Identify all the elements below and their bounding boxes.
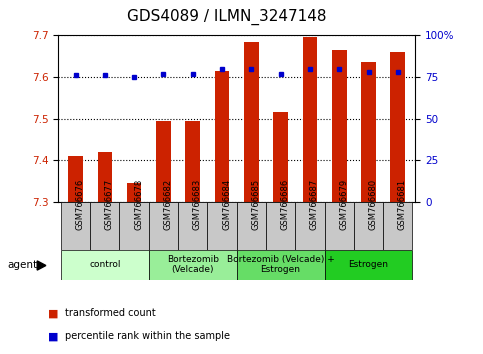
Text: transformed count: transformed count — [65, 308, 156, 318]
Text: GSM766678: GSM766678 — [134, 178, 143, 230]
Text: GSM766680: GSM766680 — [369, 179, 378, 230]
Bar — [61, 250, 149, 280]
Text: GSM766682: GSM766682 — [163, 179, 172, 230]
Bar — [383, 202, 412, 250]
Bar — [237, 202, 266, 250]
Bar — [325, 202, 354, 250]
Bar — [185, 121, 200, 202]
Polygon shape — [37, 261, 46, 270]
Bar — [354, 202, 383, 250]
Bar — [178, 202, 207, 250]
Bar — [215, 71, 229, 202]
Bar — [98, 152, 112, 202]
Bar — [302, 38, 317, 202]
Text: agent: agent — [7, 261, 37, 270]
Text: Estrogen: Estrogen — [349, 260, 388, 269]
Bar — [390, 52, 405, 202]
Text: ■: ■ — [48, 331, 59, 341]
Text: Bortezomib
(Velcade): Bortezomib (Velcade) — [167, 255, 219, 274]
Text: GSM766685: GSM766685 — [251, 179, 260, 230]
Bar — [207, 202, 237, 250]
Bar — [149, 250, 237, 280]
Text: ■: ■ — [48, 308, 59, 318]
Bar — [68, 156, 83, 202]
Bar — [244, 42, 258, 202]
Text: GSM766681: GSM766681 — [398, 179, 407, 230]
Bar — [361, 62, 376, 202]
Text: GSM766677: GSM766677 — [105, 178, 114, 230]
Bar — [266, 202, 295, 250]
Bar — [119, 202, 149, 250]
Text: GSM766686: GSM766686 — [281, 178, 290, 230]
Text: GSM766679: GSM766679 — [339, 179, 348, 230]
Bar — [325, 250, 412, 280]
Bar — [332, 50, 346, 202]
Bar — [61, 202, 90, 250]
Text: GDS4089 / ILMN_3247148: GDS4089 / ILMN_3247148 — [127, 9, 327, 25]
Text: Bortezomib (Velcade) +
Estrogen: Bortezomib (Velcade) + Estrogen — [227, 255, 335, 274]
Text: GSM766683: GSM766683 — [193, 178, 202, 230]
Bar — [90, 202, 119, 250]
Bar — [149, 202, 178, 250]
Bar — [273, 112, 288, 202]
Text: control: control — [89, 260, 121, 269]
Bar — [127, 183, 142, 202]
Bar — [295, 202, 325, 250]
Bar — [156, 121, 171, 202]
Text: GSM766684: GSM766684 — [222, 179, 231, 230]
Text: GSM766687: GSM766687 — [310, 178, 319, 230]
Bar — [237, 250, 325, 280]
Text: percentile rank within the sample: percentile rank within the sample — [65, 331, 230, 341]
Text: GSM766676: GSM766676 — [75, 178, 85, 230]
